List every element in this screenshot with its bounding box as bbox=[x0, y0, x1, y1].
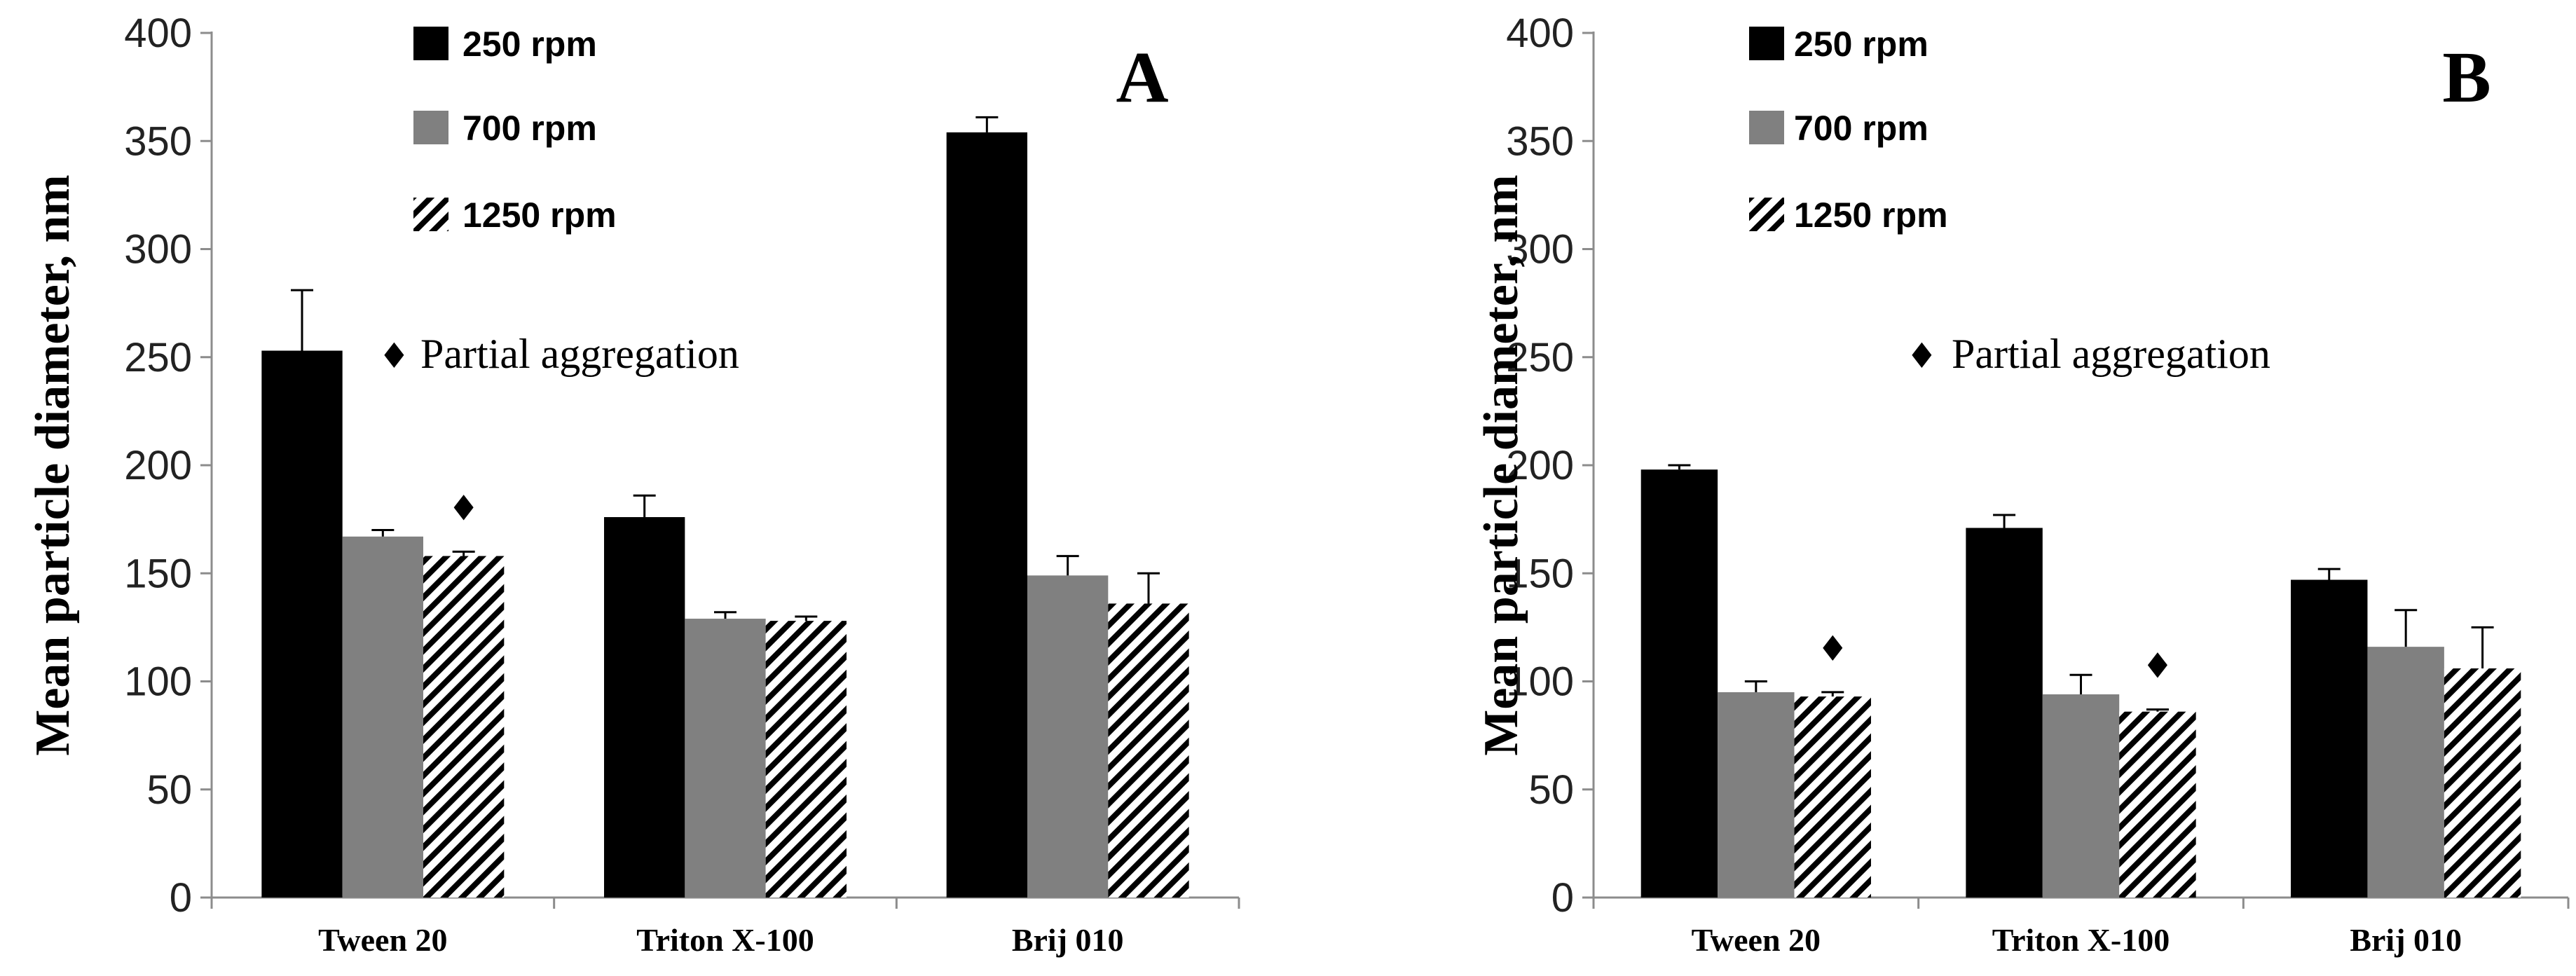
panel-a-y-tick-label: 350 bbox=[124, 118, 192, 164]
panel-b-category-label-triton-x-100: Triton X-100 bbox=[1992, 922, 2170, 958]
panel-a-category-label-tween-20: Tween 20 bbox=[318, 922, 447, 958]
panel-a-y-tick-label: 300 bbox=[124, 227, 192, 273]
panel-a-y-tick-label: 100 bbox=[124, 659, 192, 705]
panel-b-marker-diamond-icon-triton-x-100: ♦ bbox=[2142, 646, 2174, 687]
panel-b-annotation-text: Partial aggregation bbox=[1952, 331, 2270, 377]
panel-b-y-tick-label: 150 bbox=[1506, 551, 1574, 596]
panel-b-legend-label-1250-rpm: 1250 rpm bbox=[1794, 195, 1948, 235]
panel-a-y-tick-label: 0 bbox=[170, 875, 192, 921]
panel-a-y-tick-label: 250 bbox=[124, 335, 192, 380]
panel-b-y-tick-label: 350 bbox=[1506, 118, 1574, 164]
panel-a-legend-label-1250-rpm: 1250 rpm bbox=[463, 195, 617, 235]
panel-b-legend-swatch-700-rpm bbox=[1749, 111, 1784, 144]
panel-b-y-tick-label: 50 bbox=[1528, 767, 1574, 813]
panel-b-category-label-tween-20: Tween 20 bbox=[1692, 922, 1821, 958]
panel-a-y-tick-label: 200 bbox=[124, 443, 192, 488]
panel-a-marker-diamond-icon-tween-20: ♦ bbox=[448, 488, 479, 528]
panel-a-legend-swatch-250-rpm bbox=[413, 27, 448, 60]
panel-b-legend-label-700-rpm: 700 rpm bbox=[1794, 109, 1928, 148]
panel-a-bar-triton-x-100-1250-rpm bbox=[765, 621, 847, 898]
panel-b-bar-tween-20-1250-rpm bbox=[1794, 696, 1871, 898]
panel-a-legend-swatch-1250-rpm bbox=[413, 198, 448, 231]
panel-a-category-label-brij-010: Brij 010 bbox=[1012, 922, 1124, 958]
panel-b-category-label-brij-010: Brij 010 bbox=[2350, 922, 2462, 958]
panel-a-y-axis-title: Mean particle diameter, nm bbox=[26, 174, 80, 755]
panel-a-category-label-triton-x-100: Triton X-100 bbox=[636, 922, 814, 958]
panel-b-label: B bbox=[2442, 37, 2491, 118]
panel-b-bar-tween-20-700-rpm bbox=[1718, 692, 1795, 898]
panel-b-y-tick-label: 0 bbox=[1551, 875, 1574, 921]
panel-a-bar-triton-x-100-250-rpm bbox=[604, 517, 685, 898]
panel-b-bar-triton-x-100-700-rpm bbox=[2042, 694, 2120, 898]
chart-panel-b: 0 50 100 150 200 250 300 350 400 Mean particle di… bbox=[1474, 11, 2570, 958]
panel-a-bar-brij-010-700-rpm bbox=[1027, 575, 1109, 898]
panel-b-legend-swatch-250-rpm bbox=[1749, 27, 1784, 60]
panel-a-y-tick-label: 50 bbox=[146, 767, 192, 813]
panel-b-bar-brij-010-1250-rpm bbox=[2444, 668, 2521, 898]
panel-b-y-tick-label: 400 bbox=[1506, 11, 1574, 56]
panel-b-bar-brij-010-250-rpm bbox=[2291, 579, 2368, 898]
panel-a-annotation-diamond-icon: ♦ bbox=[378, 336, 410, 376]
panel-a-bar-brij-010-250-rpm bbox=[946, 132, 1028, 898]
panel-a-y-tick-label: 400 bbox=[124, 11, 192, 56]
panel-b-y-tick-label: 200 bbox=[1506, 443, 1574, 488]
panel-a-bar-tween-20-1250-rpm bbox=[423, 556, 505, 898]
panel-a-bar-brij-010-1250-rpm bbox=[1108, 603, 1189, 898]
panel-b-y-tick-label: 300 bbox=[1506, 227, 1574, 273]
panel-b-legend-label-250-rpm: 250 rpm bbox=[1794, 25, 1928, 64]
chart-panel-a: 0 50 100 150 200 250 300 350 400 Mean particle di… bbox=[26, 11, 1240, 958]
panel-b-bar-brij-010-700-rpm bbox=[2367, 647, 2444, 898]
panel-a-annotation-text: Partial aggregation bbox=[420, 331, 739, 377]
panel-b-y-tick-label: 100 bbox=[1506, 659, 1574, 705]
panel-b-marker-diamond-icon-tween-20: ♦ bbox=[1817, 628, 1849, 669]
panel-a-legend-label-250-rpm: 250 rpm bbox=[463, 25, 597, 64]
panel-b-legend-swatch-1250-rpm bbox=[1749, 198, 1784, 231]
panel-a-label: A bbox=[1116, 37, 1168, 118]
panel-a-y-tick-label: 150 bbox=[124, 551, 192, 596]
panel-a-bar-triton-x-100-700-rpm bbox=[685, 619, 766, 898]
panel-a-bar-tween-20-250-rpm bbox=[261, 350, 343, 898]
panel-b-y-tick-label: 250 bbox=[1506, 335, 1574, 380]
panel-a-bar-tween-20-700-rpm bbox=[342, 536, 423, 898]
panel-a-legend-label-700-rpm: 700 rpm bbox=[463, 109, 597, 148]
panel-a-legend-swatch-700-rpm bbox=[413, 111, 448, 144]
panel-b-bar-triton-x-100-1250-rpm bbox=[2119, 711, 2196, 898]
panel-b-bar-triton-x-100-250-rpm bbox=[1966, 528, 2043, 898]
panel-b-y-axis-title: Mean particle diameter, nm bbox=[1474, 174, 1528, 755]
panel-b-bar-tween-20-250-rpm bbox=[1640, 469, 1718, 898]
panel-b-annotation-diamond-icon: ♦ bbox=[1906, 336, 1938, 376]
